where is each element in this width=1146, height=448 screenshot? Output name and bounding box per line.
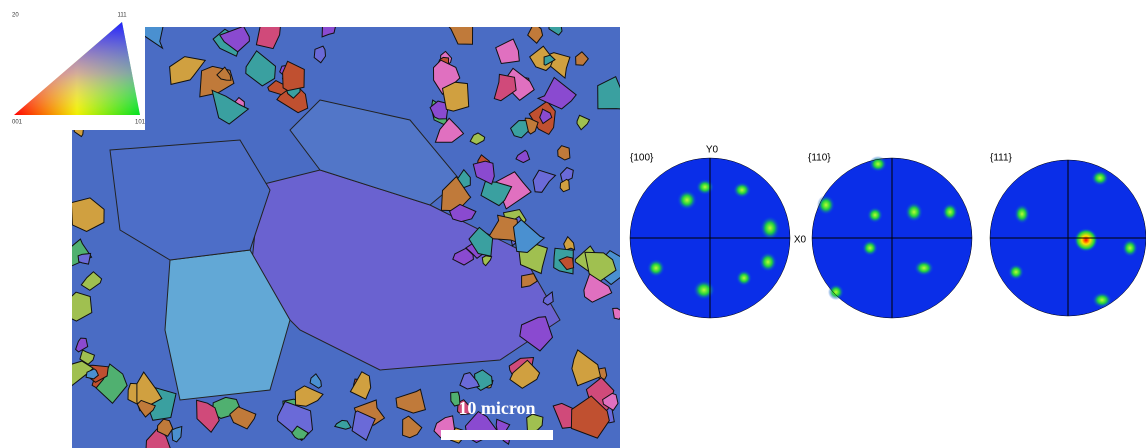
pole-figure: {111}: [990, 153, 1146, 316]
legend-corner: 20: [12, 13, 19, 19]
legend-right: 101: [135, 120, 146, 126]
pole-figure-label: {110}: [808, 153, 831, 164]
ipf-legend: 20 111 001 101: [12, 13, 146, 126]
pole-figure: {100} Y0: [630, 145, 790, 318]
grain: [78, 254, 91, 265]
figure: 10 micron 20 111 001 101 {100} Y0 {110} …: [0, 0, 1146, 448]
pole-figure: {110} X0: [794, 153, 972, 318]
legend-left: 001: [12, 120, 23, 126]
axis-label: X0: [794, 235, 807, 246]
legend-top: 111: [117, 13, 127, 19]
grain: [443, 82, 469, 111]
scale-label: 10 micron: [458, 398, 535, 418]
scale-bar: [441, 430, 553, 440]
pole-figure-label: {100}: [630, 153, 654, 164]
axis-label: Y0: [706, 145, 719, 156]
pole-figure-label: {111}: [990, 153, 1013, 164]
grain: [613, 308, 625, 319]
